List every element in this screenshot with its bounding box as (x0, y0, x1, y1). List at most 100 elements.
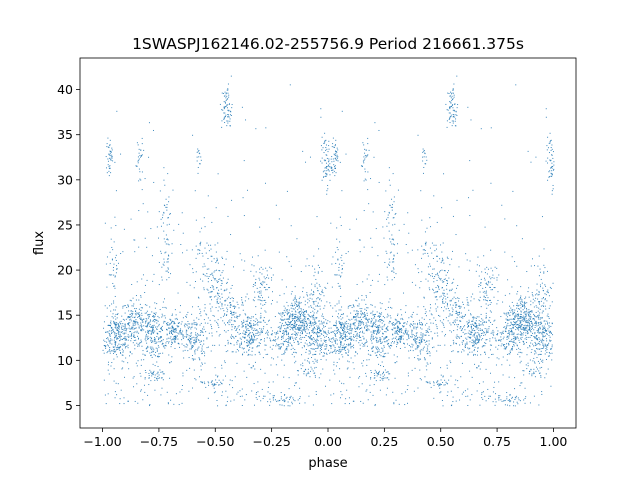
data-point (230, 110, 232, 112)
data-point (141, 325, 143, 327)
data-point (378, 363, 380, 365)
data-point (136, 312, 138, 314)
data-point (488, 328, 490, 330)
data-point (201, 381, 203, 383)
data-point (426, 227, 428, 229)
data-point (364, 314, 366, 316)
data-point (133, 321, 135, 323)
data-point (151, 348, 153, 350)
data-point (261, 284, 263, 285)
data-point (509, 352, 511, 354)
data-point (341, 337, 343, 339)
data-point (340, 326, 342, 328)
data-point (452, 92, 454, 94)
data-point (411, 336, 413, 338)
data-point (277, 326, 279, 328)
data-point (108, 330, 110, 332)
data-point (283, 341, 285, 343)
data-point (159, 377, 161, 379)
data-point (462, 301, 464, 303)
data-point (140, 317, 142, 319)
data-point (381, 312, 383, 314)
data-point (116, 347, 118, 349)
data-point (459, 320, 461, 322)
data-point (303, 323, 305, 325)
data-point (526, 354, 528, 356)
data-point (451, 125, 453, 127)
data-point (452, 107, 454, 109)
data-point (227, 116, 229, 118)
data-point (551, 174, 553, 176)
data-point (435, 324, 437, 326)
data-point (497, 291, 499, 293)
data-point (365, 372, 367, 374)
data-point (450, 300, 452, 302)
data-point (249, 354, 251, 356)
data-point (453, 110, 455, 112)
data-point (241, 354, 243, 356)
data-point (472, 328, 474, 330)
data-point (216, 302, 218, 304)
data-point (350, 329, 352, 331)
data-point (149, 306, 151, 308)
data-point (356, 312, 358, 314)
data-point (178, 322, 180, 324)
data-point (516, 395, 518, 397)
data-point (296, 320, 298, 322)
data-point (509, 318, 511, 320)
data-point (417, 336, 419, 338)
data-point (270, 267, 272, 269)
data-point (105, 331, 107, 333)
data-point (373, 317, 375, 319)
data-point (316, 333, 318, 335)
data-point (226, 314, 228, 316)
data-point (162, 352, 164, 354)
data-point (146, 304, 148, 306)
data-point (400, 328, 402, 330)
data-point (316, 316, 318, 318)
data-point (507, 312, 509, 314)
data-point (461, 315, 463, 317)
data-point (444, 306, 446, 308)
data-point (482, 345, 484, 347)
data-point (353, 316, 355, 318)
data-point (378, 328, 380, 330)
data-point (106, 315, 108, 317)
data-point (475, 342, 477, 344)
data-point (485, 283, 487, 285)
data-point (476, 264, 478, 266)
data-point (347, 332, 349, 334)
data-point (445, 317, 447, 319)
data-point (333, 340, 335, 342)
data-point (156, 378, 158, 380)
data-point (206, 275, 208, 277)
data-point (526, 338, 528, 340)
data-point (452, 309, 454, 311)
data-point (191, 313, 193, 315)
data-point (449, 122, 451, 124)
data-point (238, 333, 240, 335)
data-point (117, 333, 119, 335)
data-point (537, 310, 539, 312)
data-point (158, 261, 160, 263)
data-point (112, 330, 114, 332)
data-point (350, 342, 351, 344)
data-point (423, 357, 425, 359)
data-point (146, 326, 148, 328)
data-point (110, 330, 112, 332)
data-point (121, 325, 123, 327)
data-point (399, 331, 401, 333)
data-point (394, 213, 396, 215)
data-point (349, 327, 351, 329)
data-point (338, 274, 340, 276)
data-point (135, 299, 137, 301)
data-point (370, 337, 372, 339)
data-point (183, 344, 185, 346)
data-point (300, 307, 302, 309)
data-point (449, 290, 451, 292)
data-point (115, 349, 117, 351)
data-point (123, 344, 125, 346)
data-point (394, 333, 396, 335)
data-point (355, 318, 357, 320)
data-point (223, 106, 225, 108)
